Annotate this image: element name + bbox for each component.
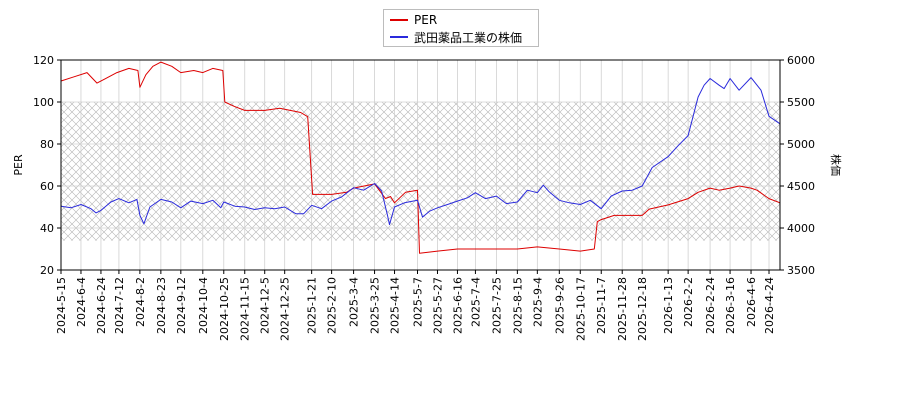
x-tick-label: 2024-12-5 xyxy=(259,277,272,334)
series-layer xyxy=(60,61,781,254)
y-right-tick-label: 4500 xyxy=(787,180,815,193)
legend-label-price: 武田薬品工業の株価 xyxy=(414,30,523,45)
legend-swatch-per xyxy=(390,19,408,21)
x-tick-label: 2026-1-13 xyxy=(662,277,675,334)
y-left-tick-label: 20 xyxy=(40,264,54,277)
legend-swatch-price xyxy=(390,36,408,38)
x-tick-label: 2024-10-25 xyxy=(218,277,231,341)
y-right-tick-label: 4000 xyxy=(787,222,815,235)
x-tick-label: 2024-11-15 xyxy=(239,277,252,341)
x-tick-label: 2026-4-6 xyxy=(745,277,758,327)
x-tick-label: 2025-10-17 xyxy=(574,277,587,341)
y-left-tick-label: 120 xyxy=(33,54,54,67)
x-tick-label: 2025-3-4 xyxy=(348,277,361,327)
x-tick-label: 2024-7-12 xyxy=(113,277,126,334)
y-right-tick-label: 5000 xyxy=(787,138,815,151)
x-tick-label: 2025-11-7 xyxy=(595,277,608,334)
axes-layer: 2024-5-15 2024-6-4 2024-6-24 2024-7-12 2024-… xyxy=(33,54,815,341)
x-tick-label: 2025-1-21 xyxy=(306,277,319,334)
x-tick-label: 2025-2-10 xyxy=(326,277,339,334)
per-line xyxy=(60,61,781,254)
x-tick-label: 2025-5-27 xyxy=(431,277,444,334)
x-tick-label: 2024-10-4 xyxy=(197,277,210,334)
x-tick-label: 2025-7-25 xyxy=(490,277,503,334)
x-tick-label: 2025-5-7 xyxy=(412,277,425,327)
x-tick-label: 2024-6-4 xyxy=(75,277,88,327)
x-tick-label: 2025-6-16 xyxy=(451,277,464,334)
x-tick-label: 2026-4-24 xyxy=(763,277,776,334)
x-tick-label: 2024-8-23 xyxy=(155,277,168,334)
x-tick-label: 2025-12-18 xyxy=(636,277,649,341)
x-tick-label: 2024-8-2 xyxy=(134,277,147,327)
x-tick-label: 2025-3-25 xyxy=(369,277,382,334)
y-left-tick-label: 80 xyxy=(40,138,54,151)
x-tick-label: 2026-3-16 xyxy=(724,277,737,334)
x-tick-label: 2025-4-14 xyxy=(389,277,402,334)
legend-item-per: PER xyxy=(390,12,437,28)
x-tick-label: 2024-5-15 xyxy=(55,277,68,334)
x-tick-label: 2025-9-26 xyxy=(553,277,566,334)
y-left-tick-label: 60 xyxy=(40,180,54,193)
stock-price-line xyxy=(60,77,781,226)
legend-item-price: 武田薬品工業の株価 xyxy=(390,29,522,45)
x-tick-label: 2025-8-15 xyxy=(511,277,524,334)
x-tick-label: 2025-11-28 xyxy=(616,277,629,341)
x-tick-label: 2024-9-12 xyxy=(175,277,188,334)
legend: PER 武田薬品工業の株価 xyxy=(383,9,539,47)
x-tick-label: 2024-12-25 xyxy=(279,277,292,341)
x-tick-label: 2025-9-4 xyxy=(531,277,544,327)
x-tick-label: 2026-2-2 xyxy=(682,277,695,327)
y-left-tick-label: 40 xyxy=(40,222,54,235)
legend-label-per: PER xyxy=(414,13,438,27)
y-axis-left-label: PER xyxy=(12,154,25,176)
hatched-band xyxy=(61,102,780,241)
y-right-tick-label: 6000 xyxy=(787,54,815,67)
y-right-tick-label: 3500 xyxy=(787,264,815,277)
x-tick-label: 2024-6-24 xyxy=(95,277,108,334)
x-tick-label: 2026-2-24 xyxy=(704,277,717,334)
y-axis-right-label: 株価 xyxy=(829,154,843,176)
y-right-tick-label: 5500 xyxy=(787,96,815,109)
y-left-tick-label: 100 xyxy=(33,96,54,109)
x-tick-label: 2025-7-4 xyxy=(469,277,482,327)
plot-frame xyxy=(60,59,781,271)
